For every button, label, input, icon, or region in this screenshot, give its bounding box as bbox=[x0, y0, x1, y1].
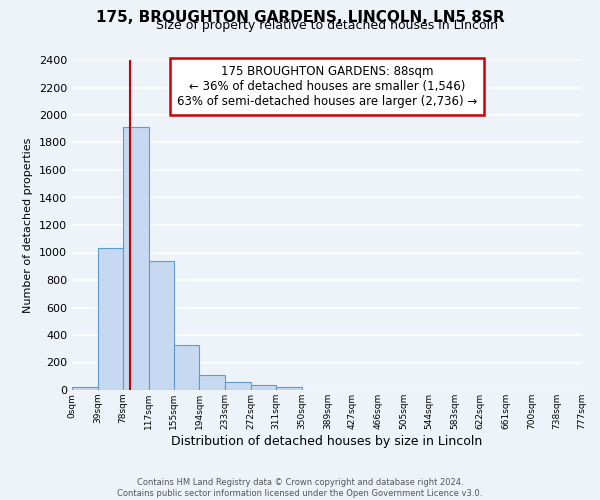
Bar bbox=[72, 387, 98, 390]
Bar bbox=[199, 375, 225, 390]
Bar bbox=[174, 346, 199, 390]
Bar bbox=[225, 382, 251, 390]
Text: 175, BROUGHTON GARDENS, LINCOLN, LN5 8SR: 175, BROUGHTON GARDENS, LINCOLN, LN5 8SR bbox=[95, 10, 505, 25]
Bar bbox=[251, 385, 276, 390]
Bar bbox=[98, 248, 123, 390]
Bar bbox=[123, 128, 149, 390]
Y-axis label: Number of detached properties: Number of detached properties bbox=[23, 138, 34, 312]
Title: Size of property relative to detached houses in Lincoln: Size of property relative to detached ho… bbox=[156, 20, 498, 32]
Text: Contains HM Land Registry data © Crown copyright and database right 2024.
Contai: Contains HM Land Registry data © Crown c… bbox=[118, 478, 482, 498]
Bar bbox=[276, 387, 302, 390]
Text: 175 BROUGHTON GARDENS: 88sqm
← 36% of detached houses are smaller (1,546)
63% of: 175 BROUGHTON GARDENS: 88sqm ← 36% of de… bbox=[177, 65, 477, 108]
X-axis label: Distribution of detached houses by size in Lincoln: Distribution of detached houses by size … bbox=[172, 434, 482, 448]
Bar bbox=[149, 261, 174, 390]
